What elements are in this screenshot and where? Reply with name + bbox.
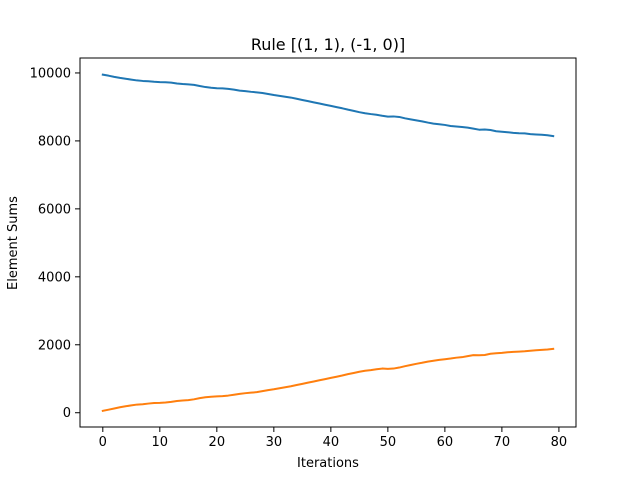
- series-line-1: [101, 73, 555, 138]
- y-tick-label: 8000: [38, 134, 71, 149]
- series-layer: [101, 73, 555, 413]
- x-tick-label: 60: [437, 435, 454, 450]
- series-line-2: [101, 347, 555, 413]
- x-tick-label: 10: [152, 435, 169, 450]
- y-tick-label: 4000: [38, 270, 71, 285]
- y-tick-label: 10000: [30, 66, 71, 81]
- y-axis-label: Element Sums: [6, 196, 21, 290]
- x-tick-label: 20: [209, 435, 226, 450]
- x-tick-label: 40: [323, 435, 340, 450]
- x-axis-label: Iterations: [297, 456, 359, 471]
- x-tick-label: 30: [266, 435, 283, 450]
- y-tick-label: 2000: [38, 338, 71, 353]
- x-tick-label: 70: [494, 435, 511, 450]
- y-tick-label: 0: [63, 406, 71, 421]
- x-tick-label: 0: [99, 435, 107, 450]
- x-tick-label: 80: [551, 435, 568, 450]
- plot-frame: [79, 57, 577, 428]
- chart-title: Rule [(1, 1), (-1, 0)]: [251, 35, 405, 54]
- axes-layer: 0 10 20 30 40 50 60 70 80 0 2000 4000 6000 8000 10000: [30, 57, 577, 450]
- y-tick-label: 6000: [38, 202, 71, 217]
- x-tick-label: 50: [380, 435, 397, 450]
